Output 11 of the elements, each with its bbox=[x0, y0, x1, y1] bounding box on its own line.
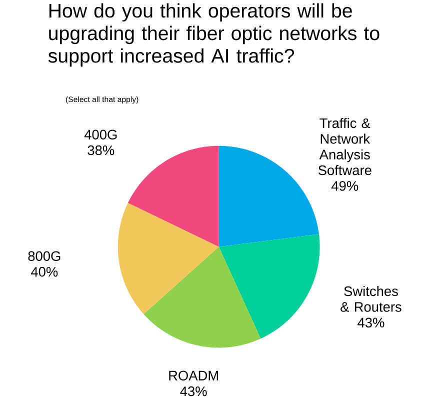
slice-label: Switches & Routers bbox=[340, 286, 402, 312]
slice-label: 800G bbox=[28, 251, 60, 261]
data-label: 40% bbox=[31, 266, 58, 276]
data-label: 43% bbox=[180, 386, 207, 396]
data-label: 43% bbox=[358, 318, 384, 328]
slice-label: 400G bbox=[84, 130, 117, 140]
slice-label: Traffic & Network Analysis Software bbox=[318, 118, 372, 175]
chart-title: How do you think operators will be upgrading their fiber optic networks to support increased AI traffic? bbox=[48, 3, 380, 66]
data-label: 49% bbox=[331, 180, 358, 191]
data-label: 38% bbox=[88, 145, 114, 155]
slice-label: ROADM bbox=[169, 370, 218, 380]
